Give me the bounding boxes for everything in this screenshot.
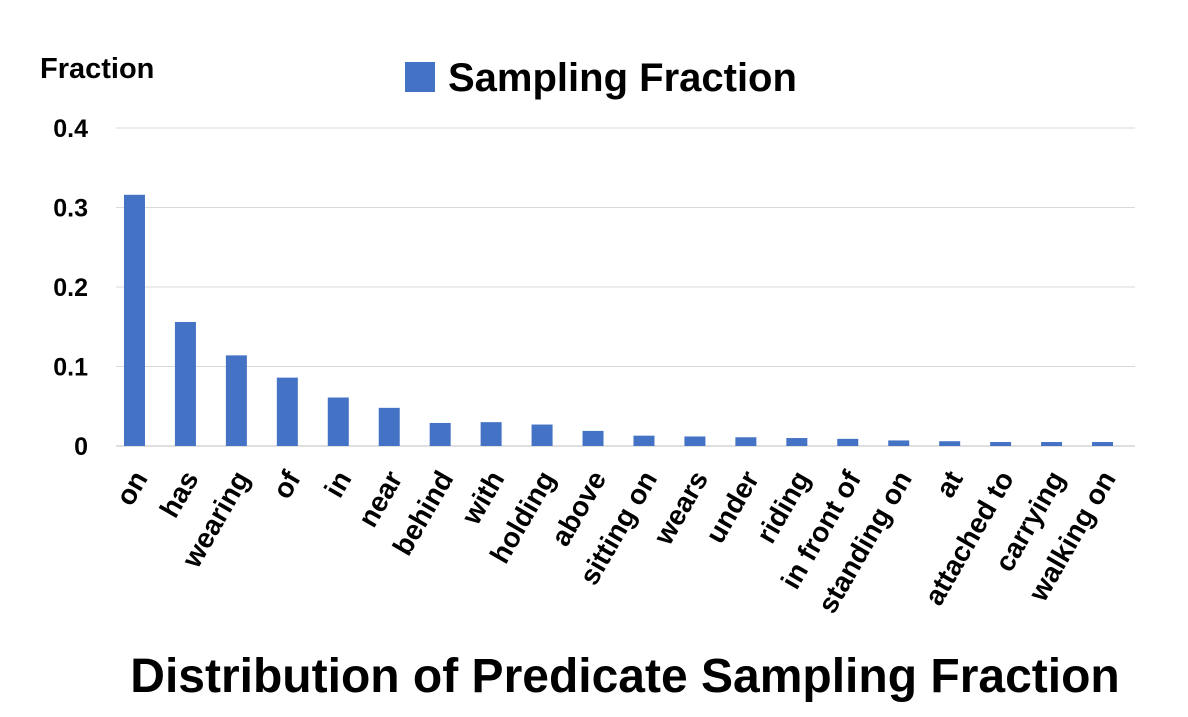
bar xyxy=(582,430,604,446)
bars xyxy=(123,194,1114,446)
legend-swatch xyxy=(405,62,435,92)
bar xyxy=(327,397,349,446)
bar xyxy=(480,422,502,446)
bar xyxy=(225,355,247,446)
bar xyxy=(888,440,910,446)
chart-title: Distribution of Predicate Sampling Fract… xyxy=(130,650,1119,703)
x-tick-label: at xyxy=(930,466,969,503)
bar xyxy=(276,377,298,446)
gridlines xyxy=(116,127,1135,447)
bar xyxy=(429,422,451,446)
bar xyxy=(837,438,859,446)
bar xyxy=(174,321,196,446)
bar xyxy=(123,194,145,446)
x-tick-label: of xyxy=(266,465,306,504)
legend-label: Sampling Fraction xyxy=(448,56,797,100)
x-tick-label: in xyxy=(318,466,357,503)
bar xyxy=(531,424,553,446)
y-tick-label: 0.3 xyxy=(53,195,88,223)
y-tick-label: 0.1 xyxy=(53,354,88,382)
y-tick-label: 0 xyxy=(74,433,88,461)
y-tick-labels: 0 0.1 0.2 0.3 0.4 xyxy=(53,115,88,461)
bar xyxy=(939,441,961,446)
bar xyxy=(1092,442,1114,446)
bar xyxy=(684,436,706,446)
x-tick-label: has xyxy=(154,466,205,523)
y-tick-label: 0.4 xyxy=(53,115,88,143)
y-axis-label: Fraction xyxy=(40,53,154,85)
bar xyxy=(378,407,400,446)
bar xyxy=(990,442,1012,446)
x-tick-label: on xyxy=(110,466,154,511)
bar xyxy=(735,437,757,446)
legend: Sampling Fraction xyxy=(405,56,797,100)
bar xyxy=(1041,442,1063,446)
bar xyxy=(786,438,808,446)
y-tick-label: 0.2 xyxy=(53,274,88,302)
bar xyxy=(633,435,655,446)
